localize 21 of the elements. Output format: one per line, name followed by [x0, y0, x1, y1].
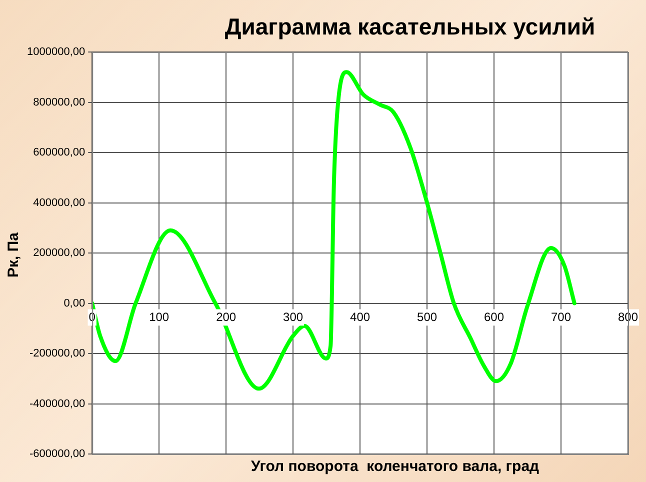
x-tick-label: 400 [350, 310, 370, 324]
y-tick-label: -600000,00 [29, 448, 86, 460]
x-axis-title: Угол поворота коленчатого вала, град [250, 458, 540, 476]
y-tick-label: 600000,00 [33, 146, 86, 159]
x-tick-label: 300 [283, 310, 304, 324]
y-tick-label: 200000,00 [33, 247, 86, 260]
x-tick-label: 100 [149, 310, 170, 324]
x-tick-label: 700 [551, 310, 572, 324]
chart-title: Диаграмма касательных усилий [224, 13, 596, 40]
y-axis-title: Рк, Па [5, 232, 22, 278]
y-tick-label: 400000,00 [33, 196, 86, 209]
x-tick-label: 600 [484, 310, 504, 324]
y-tick-label: 800000,00 [33, 96, 86, 108]
x-tick-label: 800 [618, 310, 638, 324]
y-tick-label: -400000,00 [29, 398, 86, 410]
x-tick-label: 0 [88, 310, 96, 324]
y-tick-label: -200000,00 [29, 348, 86, 360]
y-tick-label: 1000000,00 [26, 46, 86, 58]
x-tick-label: 200 [216, 310, 236, 324]
x-tick-label: 500 [417, 310, 438, 324]
y-tick-label: 0,00 [64, 297, 86, 310]
